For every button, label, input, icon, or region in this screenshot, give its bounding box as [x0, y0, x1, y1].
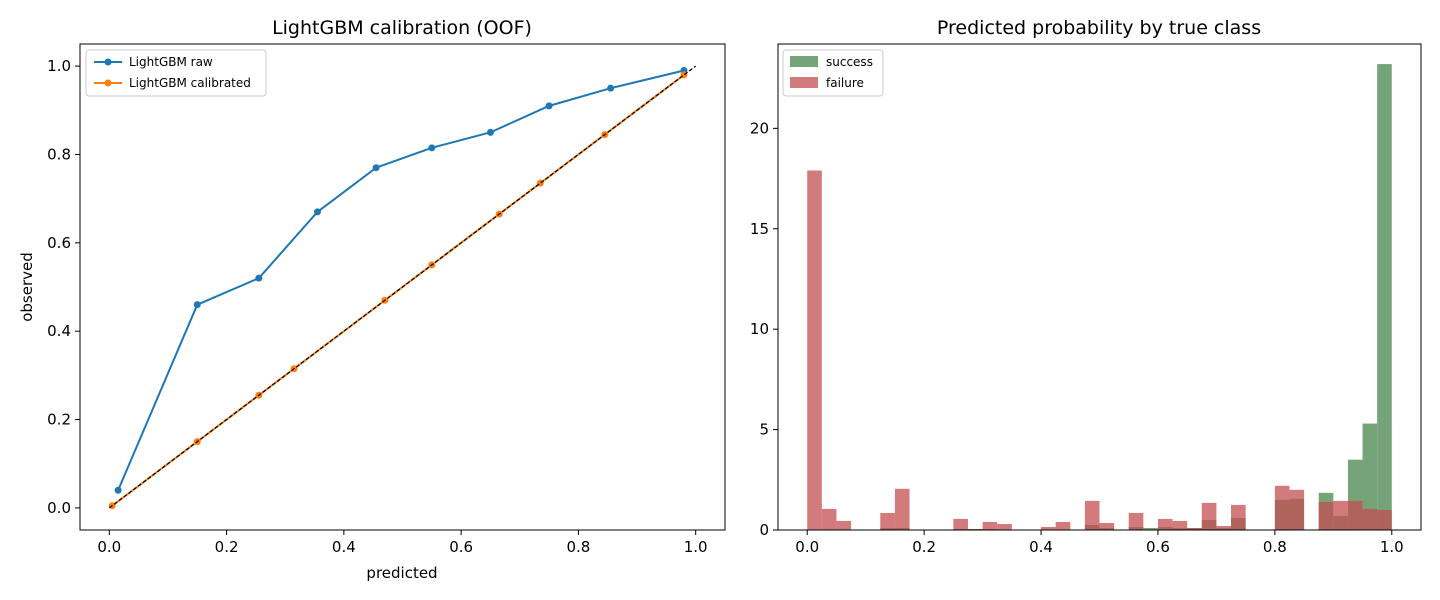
calibration-axes-frame [79, 43, 726, 531]
histogram-bar-failure [880, 512, 895, 530]
legend-raw-label: LightGBM raw [129, 55, 213, 69]
histogram-bar-failure [982, 521, 998, 530]
histogram-bar-failure [1172, 520, 1188, 530]
x-tick-label: 0.0 [795, 538, 819, 556]
calibration-x-axis-label: predicted [366, 564, 437, 582]
legend-raw-marker [104, 58, 112, 66]
x-tick-label: 0.4 [332, 538, 356, 556]
histogram-bar-failure [1128, 512, 1144, 530]
histogram-bar-success [1362, 423, 1378, 530]
histogram-bar-failure [1333, 500, 1348, 530]
data-point-raw [607, 84, 615, 92]
histogram-bar-failure [1289, 489, 1305, 530]
y-tick-label: 0.8 [47, 145, 71, 163]
data-point-raw [114, 486, 122, 494]
perfect-calibration-line [108, 65, 697, 509]
y-tick-label: 20 [750, 119, 769, 137]
histogram-axes-frame [777, 43, 1422, 531]
histogram-bar-failure [1084, 500, 1100, 530]
y-tick-label: 1.0 [47, 57, 71, 75]
y-tick-label: 0 [759, 521, 769, 539]
histogram-bar-failure [836, 520, 852, 530]
histogram-bar-failure [1187, 527, 1202, 530]
calibration-chart: LightGBM calibration (OOF) 0.0 0.2 0.4 0.6 0… [18, 17, 726, 582]
data-point-raw [428, 144, 436, 152]
y-tick-label: 0.2 [47, 411, 71, 429]
data-point-raw [372, 164, 380, 172]
x-tick-label: 0.6 [1146, 538, 1170, 556]
histogram-bar-failure [1099, 522, 1115, 530]
legend-failure-label: failure [826, 76, 864, 90]
y-tick-label: 0.4 [47, 322, 71, 340]
x-tick-label: 0.8 [566, 538, 590, 556]
data-point-raw [313, 208, 321, 216]
series-line-raw [117, 69, 685, 491]
legend-calibrated-marker [104, 79, 112, 87]
calibration-legend: LightGBM raw LightGBM calibrated [85, 49, 267, 97]
histogram-bar-success [1143, 527, 1158, 530]
y-tick-label: 10 [750, 320, 769, 338]
histogram-plot-area: 0.0 0.2 0.4 0.6 0.8 1.0 0 5 10 15 20 [750, 64, 1404, 556]
histogram-bar-success [1377, 64, 1392, 530]
histogram-chart: Predicted probability by true class 0.0 0… [750, 17, 1422, 556]
x-tick-label: 1.0 [1380, 538, 1404, 556]
legend-success-swatch [790, 56, 818, 67]
histogram-bar-failure [807, 170, 822, 530]
data-point-raw [486, 128, 494, 136]
histogram-bar-failure [1055, 521, 1071, 530]
histogram-bar-failure [1274, 485, 1290, 530]
x-tick-label: 0.0 [97, 538, 121, 556]
histogram-legend: success failure [782, 49, 884, 97]
x-tick-label: 0.2 [912, 538, 936, 556]
histogram-bar-failure [1318, 501, 1334, 530]
x-tick-label: 0.2 [215, 538, 239, 556]
histogram-bar-failure [1201, 502, 1217, 530]
calibration-chart-title: LightGBM calibration (OOF) [272, 17, 532, 39]
calibration-legend-box [85, 49, 267, 97]
calibration-plot-area: 0.0 0.2 0.4 0.6 0.8 1.0 0.0 0.2 0.4 0.6 0.8 1.0 [47, 57, 707, 556]
histogram-bar-failure [1362, 508, 1378, 530]
histogram-bar-failure [1216, 525, 1232, 530]
y-tick-label: 0.0 [47, 499, 71, 517]
legend-success-label: success [826, 55, 873, 69]
y-tick-label: 5 [759, 421, 769, 439]
histogram-bar-failure [1347, 500, 1363, 530]
histogram-bar-failure [1041, 526, 1056, 530]
y-tick-label: 0.6 [47, 234, 71, 252]
y-tick-label: 15 [750, 220, 769, 238]
x-tick-label: 1.0 [684, 538, 708, 556]
legend-failure-swatch [790, 77, 818, 88]
x-tick-label: 0.6 [449, 538, 473, 556]
histogram-bar-failure [967, 528, 983, 530]
histogram-chart-title: Predicted probability by true class [937, 17, 1261, 39]
histogram-bar-failure [1377, 509, 1392, 530]
legend-calibrated-label: LightGBM calibrated [129, 76, 251, 90]
histogram-bar-failure [1231, 504, 1246, 530]
histogram-bar-failure [894, 488, 910, 530]
histogram-bar-failure [1157, 518, 1173, 530]
histogram-bar-failure [953, 518, 968, 530]
calibration-y-axis-label: observed [18, 252, 36, 322]
data-point-raw [255, 274, 263, 282]
data-point-raw [545, 102, 553, 110]
x-tick-label: 0.8 [1263, 538, 1287, 556]
x-tick-label: 0.4 [1029, 538, 1053, 556]
histogram-bar-failure [997, 523, 1012, 530]
histogram-bar-failure [821, 508, 837, 530]
data-point-raw [193, 301, 201, 309]
